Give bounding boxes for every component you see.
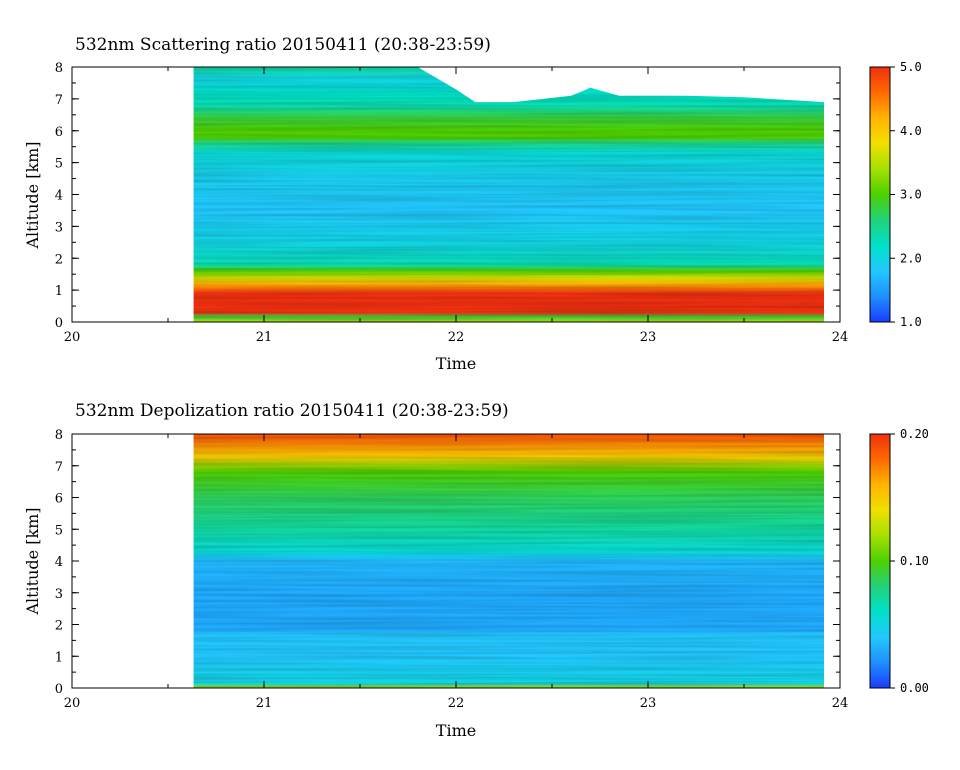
y-tick-label: 0 [55, 316, 63, 331]
y-axis-label: Altitude [km] [23, 141, 42, 249]
heatmap-field [193, 67, 825, 322]
plot-area [193, 434, 825, 688]
y-tick-label: 5 [55, 157, 63, 172]
y-axis-label: Altitude [km] [23, 507, 42, 615]
colorbar-tick-label: 1.0 [900, 315, 922, 329]
chart-title: 532nm Scattering ratio 20150411 (20:38-2… [75, 35, 491, 55]
colorbar: 1.0 2.0 3.0 4.0 5.0 [869, 60, 922, 329]
y-tick-label: 4 [55, 189, 63, 204]
plot-area [193, 67, 825, 322]
x-tick-label: 24 [832, 696, 849, 711]
y-tick-label: 0 [55, 682, 63, 697]
y-tick-label: 4 [55, 555, 63, 570]
x-tick-label: 20 [64, 696, 81, 711]
colorbar-tick-label: 0.00 [900, 681, 929, 695]
heatmap-field [193, 434, 825, 688]
x-axis-label: Time [436, 721, 476, 740]
x-tick-label: 21 [256, 696, 273, 711]
colorbar-tick-label: 3.0 [900, 188, 922, 202]
x-tick-label: 24 [832, 330, 849, 345]
y-tick-label: 1 [55, 284, 63, 299]
y-tick-label: 7 [55, 93, 63, 108]
panel-scattering: 532nm Scattering ratio 20150411 (20:38-2… [23, 35, 922, 373]
heatmap-texture [193, 434, 825, 688]
colorbar-tick-label: 5.0 [900, 60, 922, 74]
colorbar-tick-label: 4.0 [900, 124, 922, 138]
y-tick-label: 6 [55, 125, 63, 140]
x-tick-label: 22 [448, 330, 465, 345]
colorbar-gradient [869, 66, 891, 323]
y-tick-label: 8 [55, 428, 63, 443]
x-tick-label: 23 [640, 330, 657, 345]
panel-depolarization: 532nm Depolization ratio 20150411 (20:38… [23, 401, 929, 740]
y-tick-label: 7 [55, 460, 63, 475]
heatmap-texture [193, 67, 825, 322]
y-tick-label: 3 [55, 220, 63, 235]
colorbar-gradient [869, 433, 891, 689]
y-tick-label: 2 [55, 252, 63, 267]
y-tick-label: 8 [55, 61, 63, 76]
chart-title: 532nm Depolization ratio 20150411 (20:38… [75, 401, 509, 421]
y-tick-label: 6 [55, 492, 63, 507]
x-axis-label: Time [436, 354, 476, 373]
x-tick-label: 23 [640, 696, 657, 711]
x-tick-label: 21 [256, 330, 273, 345]
y-tick-label: 3 [55, 587, 63, 602]
x-tick-label: 20 [64, 330, 81, 345]
colorbar-tick-label: 2.0 [900, 251, 922, 265]
y-tick-label: 2 [55, 619, 63, 634]
colorbar-tick-label: 0.10 [900, 554, 929, 568]
y-tick-label: 1 [55, 650, 63, 665]
y-tick-label: 5 [55, 523, 63, 538]
colorbar: 0.00 0.10 0.20 [869, 427, 929, 695]
colorbar-tick-label: 0.20 [900, 427, 929, 441]
x-tick-label: 22 [448, 696, 465, 711]
